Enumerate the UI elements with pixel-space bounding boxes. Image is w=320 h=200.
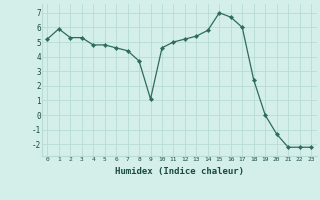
X-axis label: Humidex (Indice chaleur): Humidex (Indice chaleur) bbox=[115, 167, 244, 176]
